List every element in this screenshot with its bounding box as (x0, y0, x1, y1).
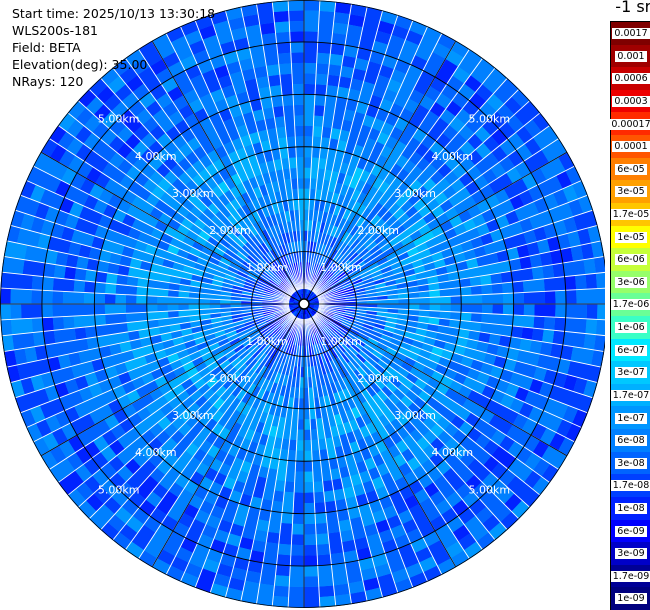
range-ring-label: 4.00km (135, 150, 177, 163)
colorbar-tick-label: 6e-09 (615, 526, 646, 537)
range-ring-label: 3.00km (172, 409, 214, 422)
range-ring-label: 4.00km (431, 150, 473, 163)
colorbar-tick-label: 3e-06 (615, 277, 646, 288)
colorbar-cell: 1.7e-09 (611, 565, 650, 588)
range-ring-label: 1.00km (246, 261, 288, 274)
colorbar-tick-label: 1e-08 (615, 503, 646, 514)
colorbar-tick-label: 6e-05 (615, 164, 646, 175)
colorbar-cell: 1e-09 (611, 587, 650, 610)
range-ring-label: 3.00km (394, 187, 436, 200)
colorbar-tick-label: 6e-07 (615, 345, 646, 356)
colorbar-tick-label: 1e-05 (615, 232, 646, 243)
colorbar-tick-label: 1e-09 (615, 593, 646, 604)
colorbar-cell: 1.7e-06 (611, 293, 650, 316)
range-ring-label: 2.00km (357, 372, 399, 385)
colorbar-cell: 3e-08 (611, 452, 650, 475)
colorbar-cell: 6e-06 (611, 248, 650, 271)
colorbar-tick-label: 1.7e-06 (611, 299, 650, 310)
colorbar-cell: 0.0017 (611, 22, 650, 45)
colorbar-tick-label: 0.0017 (612, 28, 649, 39)
colorbar-tick-label: 0.001 (615, 51, 646, 62)
colorbar-cell: 6e-08 (611, 429, 650, 452)
range-ring-label: 5.00km (469, 483, 511, 496)
colorbar-tick-label: 0.0003 (612, 96, 649, 107)
range-ring-label: 5.00km (98, 483, 140, 496)
colorbar-tick-label: 3e-08 (615, 458, 646, 469)
range-ring-label: 2.00km (209, 372, 251, 385)
colorbar-tick-label: 1.7e-07 (611, 390, 650, 401)
range-ring-label: 2.00km (357, 224, 399, 237)
colorbar-cell: 3e-06 (611, 271, 650, 294)
range-ring-label: 1.00km (320, 335, 362, 348)
range-ring-label: 1.00km (320, 261, 362, 274)
colorbar-cell: 1e-08 (611, 497, 650, 520)
colorbar-tick-label: 3e-09 (615, 548, 646, 559)
field-text: Field: BETA (12, 39, 215, 56)
colorbar-tick-label: 0.0001 (612, 141, 649, 152)
start-time-text: Start time: 2025/10/13 13:30:18 (12, 5, 215, 22)
colorbar-tick-label: 3e-05 (615, 186, 646, 197)
range-ring-label: 4.00km (431, 446, 473, 459)
colorbar-cell: 0.0006 (611, 67, 650, 90)
colorbar-tick-label: 0.00017 (609, 119, 650, 130)
colorbar-cell: 6e-09 (611, 520, 650, 543)
radar-center-marker (299, 299, 309, 309)
colorbar-cell: 3e-05 (611, 180, 650, 203)
range-ring-label: 5.00km (469, 113, 511, 126)
elevation-text: Elevation(deg): 35.00 (12, 56, 215, 73)
colorbar-cell: 1e-06 (611, 316, 650, 339)
range-ring-label: 3.00km (172, 187, 214, 200)
colorbar-tick-label: 1.7e-05 (611, 209, 650, 220)
ppi-scan-plot: 1.00km 1.00km 1.00km 1.00km 2.00km 2.00km 2.00… (0, 0, 605, 610)
colorbar-cell: 0.00017 (611, 112, 650, 135)
colorbar-unit-label: -1 sr- (615, 0, 650, 16)
colorbar-tick-label: 1e-06 (615, 322, 646, 333)
colorbar-tick-label: 1.7e-09 (611, 571, 650, 582)
colorbar-tick-label: 6e-08 (615, 435, 646, 446)
colorbar-tick-label: 6e-06 (615, 254, 646, 265)
range-ring-label: 4.00km (135, 446, 177, 459)
scan-info-panel: Start time: 2025/10/13 13:30:18 WLS200s-… (12, 5, 215, 90)
colorbar: 0.0017 0.001 0.0006 0.0003 0.00017 0.0001 6e-0… (610, 21, 650, 610)
colorbar-cell: 3e-07 (611, 361, 650, 384)
colorbar-cell: 0.0003 (611, 90, 650, 113)
instrument-text: WLS200s-181 (12, 22, 215, 39)
colorbar-cell: 1.7e-07 (611, 384, 650, 407)
colorbar-cell: 0.001 (611, 45, 650, 68)
colorbar-cell: 1e-05 (611, 226, 650, 249)
colorbar-cell: 6e-07 (611, 339, 650, 362)
range-ring-label: 2.00km (209, 224, 251, 237)
range-ring-label: 1.00km (246, 335, 288, 348)
colorbar-tick-label: 1e-07 (615, 413, 646, 424)
range-ring-label: 3.00km (394, 409, 436, 422)
colorbar-cell: 1e-07 (611, 406, 650, 429)
nrays-text: NRays: 120 (12, 73, 215, 90)
colorbar-cell: 0.0001 (611, 135, 650, 158)
colorbar-tick-label: 0.0006 (612, 73, 649, 84)
colorbar-cell: 1.7e-08 (611, 474, 650, 497)
colorbar-cell: 6e-05 (611, 158, 650, 181)
colorbar-cell: 3e-09 (611, 542, 650, 565)
colorbar-cell: 1.7e-05 (611, 203, 650, 226)
range-ring-label: 5.00km (98, 113, 140, 126)
colorbar-tick-label: 3e-07 (615, 367, 646, 378)
colorbar-tick-label: 1.7e-08 (611, 480, 650, 491)
